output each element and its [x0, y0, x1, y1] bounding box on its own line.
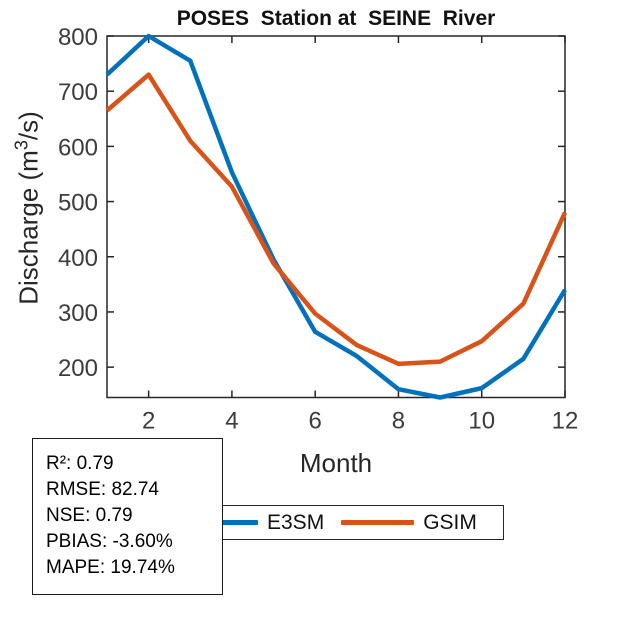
stat-rmse: RMSE: 82.74 — [46, 479, 159, 500]
legend-label-gsim: GSIM — [423, 510, 477, 534]
y-tick-label: 800 — [58, 24, 98, 51]
y-tick-label: 500 — [58, 190, 98, 217]
x-tick-label: 10 — [468, 408, 495, 435]
chart-title: POSES Station at SEINE River — [176, 7, 496, 30]
y-tick-label: 200 — [58, 355, 98, 382]
y-tick-label: 600 — [58, 134, 98, 161]
y-tick-label: 300 — [58, 300, 98, 327]
stat-r2: R²: 0.79 — [46, 453, 114, 474]
stat-nse: NSE: 0.79 — [46, 505, 133, 526]
x-tick-label: 4 — [225, 408, 238, 435]
y-axis-label: Discharge (m3/s) — [12, 111, 45, 305]
stats-annotation-box: R²: 0.79 RMSE: 82.74 NSE: 0.79 PBIAS: -3… — [32, 438, 223, 595]
x-tick-label: 6 — [309, 408, 322, 435]
y-axis-label-superscript: 3 — [11, 140, 32, 151]
x-tick-label: 8 — [392, 408, 405, 435]
x-axis-label: Month — [299, 448, 373, 478]
legend: E3SM GSIM — [178, 505, 504, 540]
stat-pbias: PBIAS: -3.60% — [46, 531, 173, 552]
x-tick-label: 12 — [552, 408, 579, 435]
series-line-e3sm — [105, 33, 567, 400]
y-axis-label-units: /s) — [13, 111, 44, 141]
legend-label-e3sm: E3SM — [267, 510, 325, 534]
legend-swatch-gsim — [341, 520, 415, 525]
stat-mape: MAPE: 19.74% — [46, 557, 175, 578]
x-tick-label: 2 — [142, 408, 155, 435]
series-line-gsim — [105, 72, 568, 367]
y-tick-label: 700 — [58, 79, 98, 106]
y-axis-label-text: Discharge (m — [13, 150, 44, 305]
y-tick-label: 400 — [58, 245, 98, 272]
legend-item-gsim: GSIM — [341, 511, 477, 535]
